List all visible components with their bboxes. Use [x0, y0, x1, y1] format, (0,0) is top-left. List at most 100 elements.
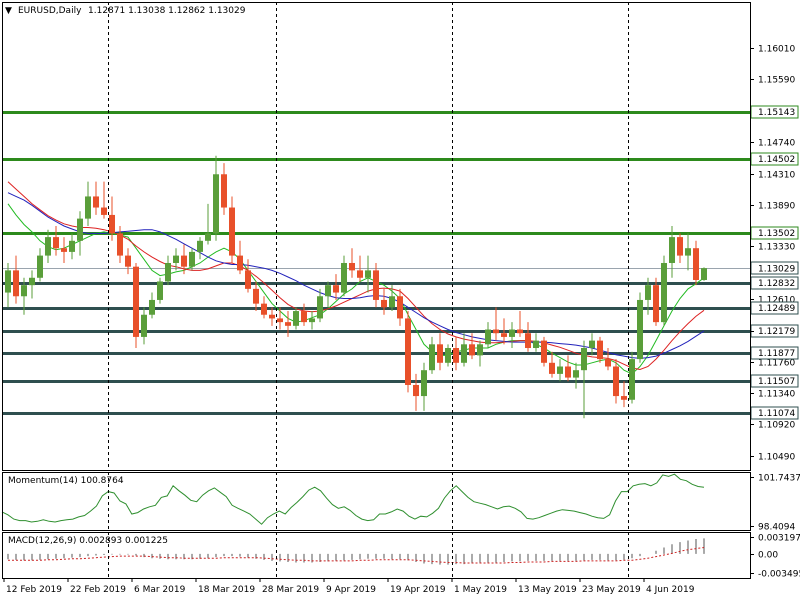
date-axis-label: 9 Apr 2019 — [326, 585, 376, 595]
candle-body[interactable] — [565, 366, 571, 378]
symbol-menu-icon[interactable]: ▼ — [5, 6, 12, 16]
candle-body[interactable] — [245, 270, 251, 289]
candle-body[interactable] — [613, 366, 619, 397]
candle-body[interactable] — [293, 311, 299, 326]
candle-body[interactable] — [45, 237, 51, 256]
candle-body[interactable] — [125, 255, 131, 267]
candle-body[interactable] — [253, 288, 259, 304]
candle-body[interactable] — [437, 344, 443, 363]
candle-body[interactable] — [189, 251, 195, 267]
candle-body[interactable] — [149, 299, 155, 315]
candle-body[interactable] — [389, 296, 395, 308]
candle-body[interactable] — [205, 233, 211, 241]
candle-body[interactable] — [229, 207, 235, 256]
candle-body[interactable] — [109, 214, 115, 234]
candle-body[interactable] — [653, 285, 659, 323]
candle-body[interactable] — [341, 262, 347, 293]
candle-body[interactable] — [357, 270, 363, 278]
candle-body[interactable] — [429, 344, 435, 371]
level-price-label: 1.12489 — [758, 304, 795, 314]
candle-body[interactable] — [629, 359, 635, 400]
candle-body[interactable] — [325, 285, 331, 297]
date-axis-label: 18 Mar 2019 — [198, 585, 255, 595]
candle-body[interactable] — [197, 240, 203, 252]
candle-body[interactable] — [285, 322, 291, 326]
candle-body[interactable] — [405, 318, 411, 385]
candle-body[interactable] — [453, 348, 459, 363]
candle-body[interactable] — [397, 296, 403, 319]
price-axis-label: 1.16010 — [758, 45, 795, 55]
candle-body[interactable] — [29, 277, 35, 286]
candle-body[interactable] — [141, 314, 147, 337]
candle-body[interactable] — [589, 340, 595, 349]
candle-body[interactable] — [421, 370, 427, 397]
candle-body[interactable] — [677, 237, 683, 256]
candle-body[interactable] — [597, 340, 603, 360]
candle-body[interactable] — [277, 318, 283, 323]
candle-body[interactable] — [333, 285, 339, 293]
candle-body[interactable] — [13, 270, 19, 297]
candle-body[interactable] — [181, 255, 187, 267]
candle-body[interactable] — [701, 268, 707, 280]
candle-body[interactable] — [93, 196, 99, 208]
macd-panel[interactable]: MACD(12,26,9) 0.002893 0.001225 0.003197 0… — [7, 534, 800, 580]
candle-body[interactable] — [173, 255, 179, 263]
candle-body[interactable] — [133, 266, 139, 337]
candle-body[interactable] — [669, 237, 675, 263]
candle-body[interactable] — [509, 329, 515, 337]
candle-body[interactable] — [349, 262, 355, 271]
candle-body[interactable] — [661, 262, 667, 323]
candle-body[interactable] — [117, 233, 123, 256]
candle-body[interactable] — [549, 362, 555, 374]
candle-body[interactable] — [301, 311, 307, 323]
candle-body[interactable] — [469, 344, 475, 356]
candle-body[interactable] — [157, 281, 163, 300]
candle-body[interactable] — [309, 318, 315, 323]
candle-body[interactable] — [645, 285, 651, 300]
candle-body[interactable] — [557, 366, 563, 374]
date-axis-label: 6 Mar 2019 — [134, 585, 186, 595]
candle-body[interactable] — [501, 333, 507, 337]
candle-body[interactable] — [5, 270, 11, 293]
candle-body[interactable] — [477, 344, 483, 356]
candle-body[interactable] — [693, 248, 699, 280]
candle-body[interactable] — [69, 240, 75, 252]
candle-body[interactable] — [269, 314, 275, 319]
candle-body[interactable] — [541, 340, 547, 363]
candle-body[interactable] — [37, 255, 43, 278]
candle-body[interactable] — [493, 329, 499, 334]
momentum-panel[interactable]: Momentum(14) 100.8764 101.7437 98.4094 — [1, 474, 800, 533]
candle-body[interactable] — [581, 348, 587, 371]
candle-body[interactable] — [165, 262, 171, 282]
candle-body[interactable] — [85, 196, 91, 219]
candle-body[interactable] — [637, 299, 643, 360]
level-price-label: 1.11877 — [758, 349, 795, 359]
candle-body[interactable] — [61, 248, 67, 252]
candle-body[interactable] — [573, 370, 579, 378]
candle-body[interactable] — [445, 348, 451, 363]
candle-body[interactable] — [685, 248, 691, 256]
price-panel[interactable]: 1.16010 1.15590 1.14740 1.14310 1.13890 1.133… — [2, 45, 799, 463]
candle-body[interactable] — [485, 329, 491, 345]
candle-body[interactable] — [101, 207, 107, 215]
candle-body[interactable] — [21, 285, 27, 297]
candle-body[interactable] — [461, 344, 467, 363]
candle-body[interactable] — [53, 237, 59, 249]
candle-body[interactable] — [77, 218, 83, 241]
candle-body[interactable] — [317, 296, 323, 319]
candle-body[interactable] — [381, 299, 387, 308]
candle-body[interactable] — [525, 333, 531, 349]
candle-body[interactable] — [533, 340, 539, 349]
candle-body[interactable] — [221, 174, 227, 208]
candle-body[interactable] — [373, 270, 379, 300]
level-price-label: 1.15143 — [758, 108, 795, 118]
candle-body[interactable] — [517, 329, 523, 334]
candle-body[interactable] — [261, 303, 267, 315]
candle-body[interactable] — [621, 396, 627, 400]
candle-body[interactable] — [237, 255, 243, 271]
candle-body[interactable] — [213, 174, 219, 234]
candle-body[interactable] — [605, 359, 611, 367]
candle-body[interactable] — [365, 270, 371, 278]
candle-body[interactable] — [413, 384, 419, 397]
